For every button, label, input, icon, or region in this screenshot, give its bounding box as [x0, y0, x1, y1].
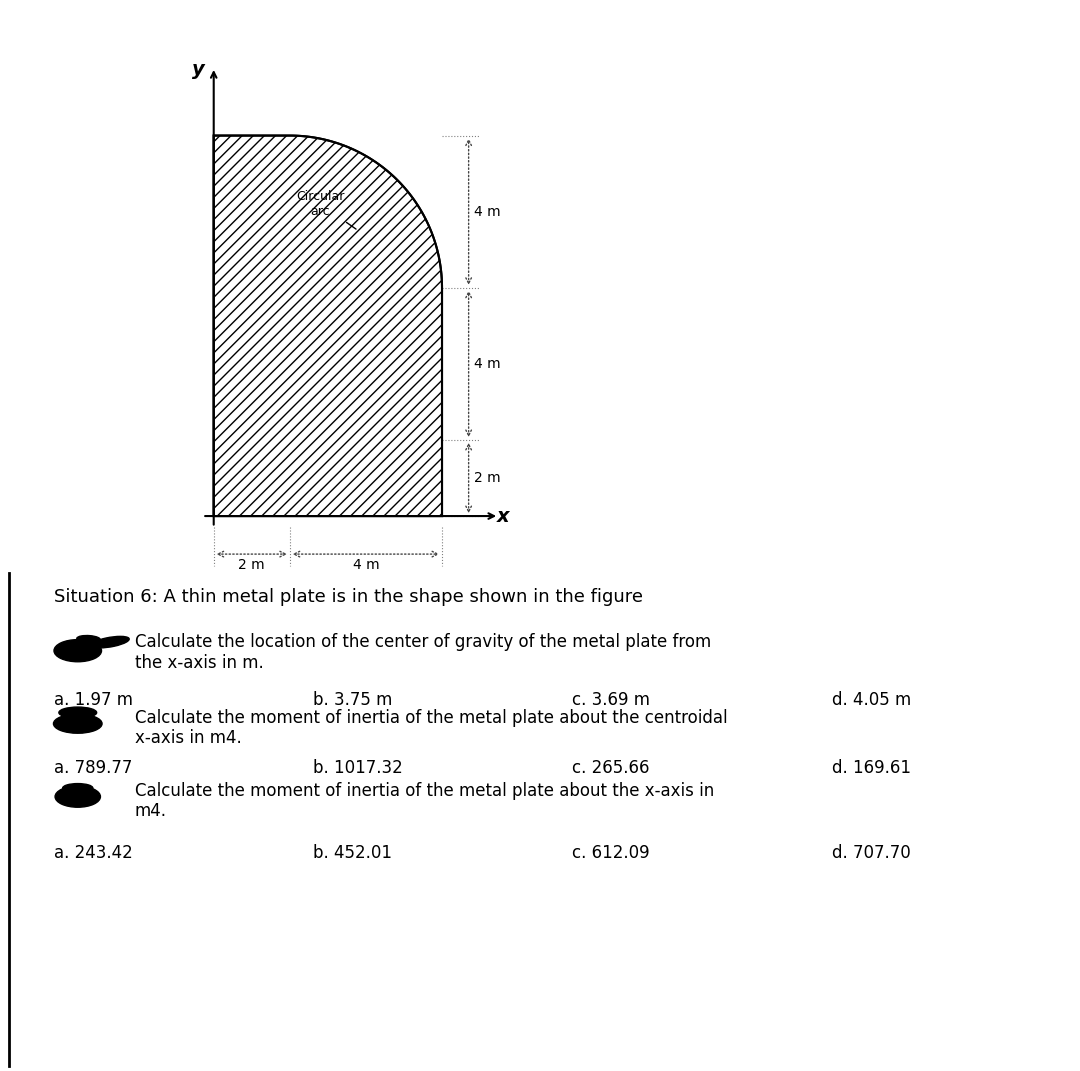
Text: c. 265.66: c. 265.66	[572, 759, 650, 776]
Text: Situation 6: A thin metal plate is in the shape shown in the figure: Situation 6: A thin metal plate is in th…	[54, 588, 643, 606]
Ellipse shape	[53, 714, 102, 734]
Text: a. 243.42: a. 243.42	[54, 844, 133, 862]
Text: c. 612.09: c. 612.09	[572, 844, 650, 862]
Ellipse shape	[77, 635, 100, 643]
Text: d. 169.61: d. 169.61	[832, 759, 910, 776]
Text: x: x	[497, 507, 509, 526]
Text: Calculate the moment of inertia of the metal plate about the x-axis in
m4.: Calculate the moment of inertia of the m…	[135, 782, 714, 820]
Ellipse shape	[63, 784, 93, 793]
Text: a. 1.97 m: a. 1.97 m	[54, 691, 133, 709]
Ellipse shape	[55, 786, 100, 808]
Text: b. 452.01: b. 452.01	[313, 844, 392, 862]
Circle shape	[54, 639, 102, 662]
Text: Circular
arc: Circular arc	[296, 190, 356, 229]
Ellipse shape	[58, 707, 97, 719]
Text: b. 1017.32: b. 1017.32	[313, 759, 403, 776]
Text: y: y	[192, 60, 205, 78]
Text: 4 m: 4 m	[474, 357, 501, 371]
Text: b. 3.75 m: b. 3.75 m	[313, 691, 392, 709]
Text: Calculate the location of the center of gravity of the metal plate from
the x-ax: Calculate the location of the center of …	[135, 633, 712, 672]
Polygon shape	[214, 136, 442, 516]
Ellipse shape	[91, 636, 130, 648]
Text: 4 m: 4 m	[474, 205, 501, 218]
Text: 2 m: 2 m	[239, 558, 265, 572]
Text: Calculate the moment of inertia of the metal plate about the centroidal
x-axis i: Calculate the moment of inertia of the m…	[135, 709, 728, 748]
Text: a. 789.77: a. 789.77	[54, 759, 133, 776]
Text: 2 m: 2 m	[474, 471, 501, 485]
Text: d. 4.05 m: d. 4.05 m	[832, 691, 910, 709]
Text: 4 m: 4 m	[352, 558, 379, 572]
Text: d. 707.70: d. 707.70	[832, 844, 910, 862]
Text: c. 3.69 m: c. 3.69 m	[572, 691, 650, 709]
